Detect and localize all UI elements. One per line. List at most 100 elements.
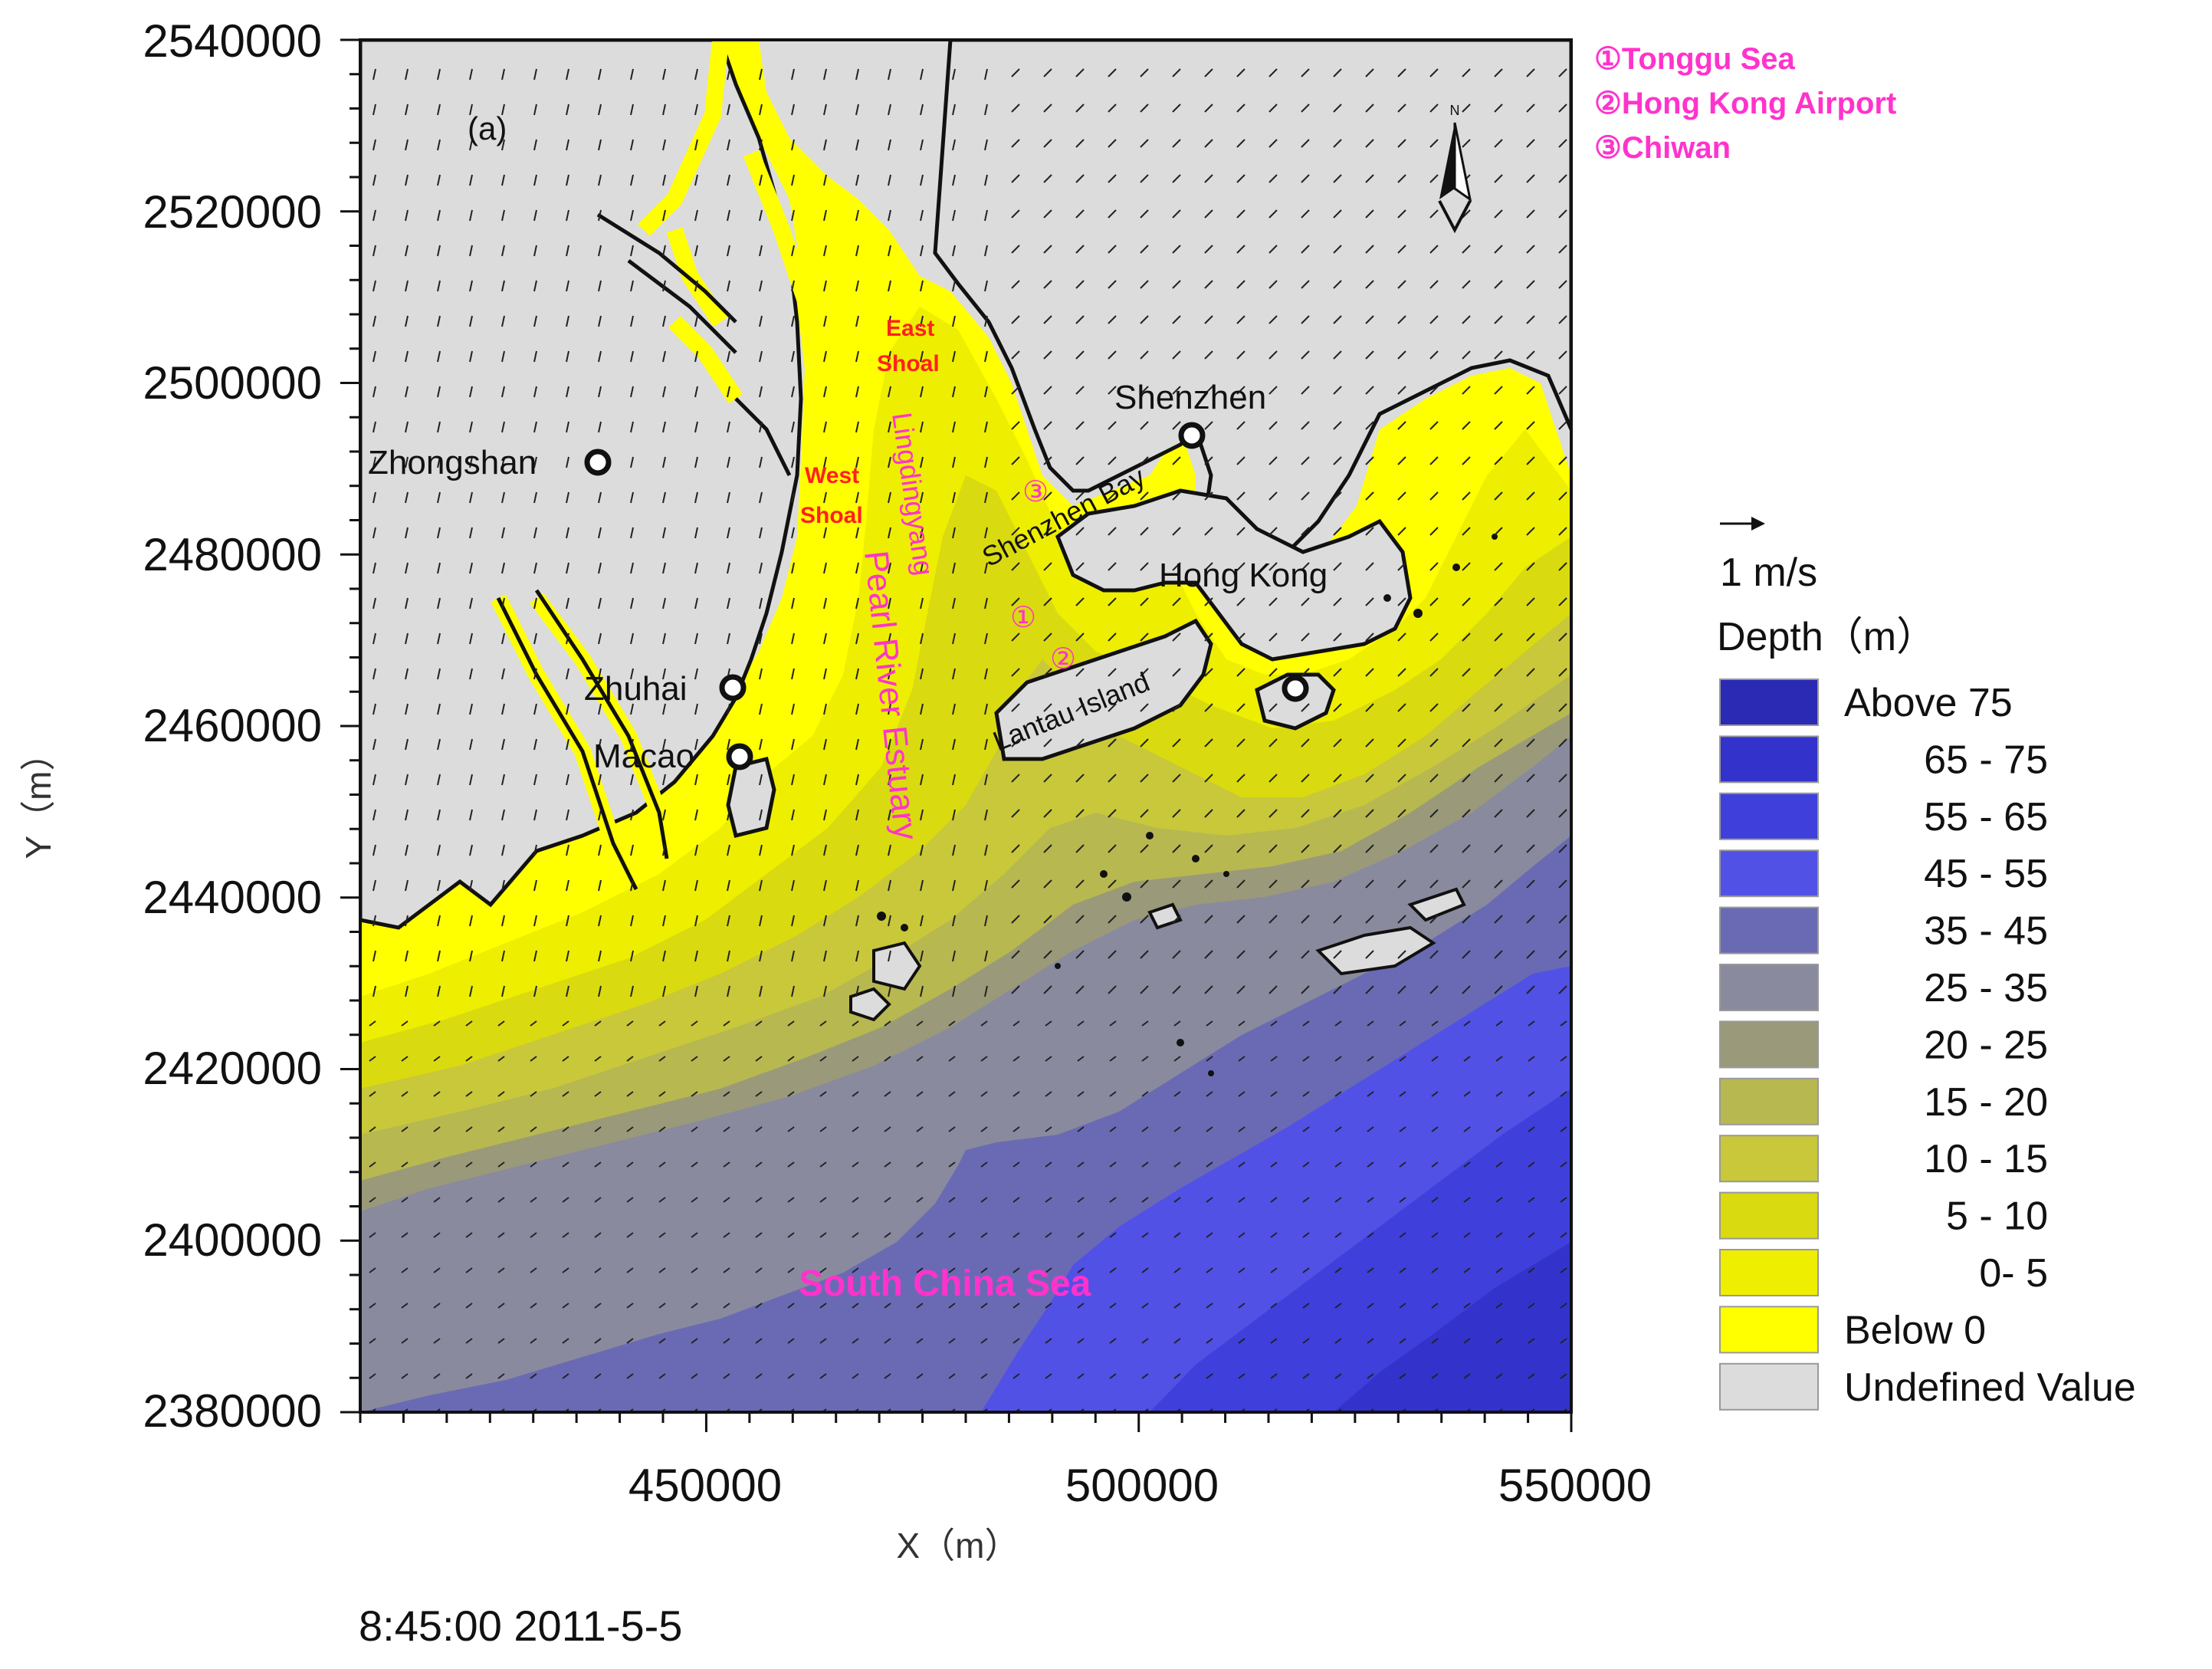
velocity-vector bbox=[855, 68, 859, 80]
velocity-vector bbox=[948, 1161, 956, 1168]
velocity-vector bbox=[791, 527, 795, 539]
velocity-vector bbox=[1108, 703, 1117, 712]
velocity-vector bbox=[1043, 315, 1052, 324]
velocity-vector bbox=[920, 174, 924, 186]
velocity-vector bbox=[727, 985, 730, 997]
velocity-vector bbox=[888, 879, 891, 892]
velocity-vector bbox=[658, 1126, 666, 1132]
velocity-vector bbox=[855, 632, 859, 645]
velocity-vector bbox=[630, 915, 634, 927]
velocity-vector bbox=[1495, 1267, 1503, 1273]
velocity-vector bbox=[952, 774, 956, 786]
velocity-vector bbox=[1301, 774, 1310, 783]
velocity-vector bbox=[598, 350, 602, 363]
velocity-vector bbox=[1236, 103, 1245, 113]
velocity-vector bbox=[562, 1232, 569, 1238]
velocity-vector bbox=[501, 774, 505, 786]
velocity-vector bbox=[1236, 139, 1245, 148]
velocity-vector bbox=[819, 1126, 827, 1132]
velocity-vector bbox=[1301, 103, 1310, 113]
velocity-vector bbox=[1172, 103, 1181, 113]
velocity-vector bbox=[1268, 950, 1278, 959]
velocity-vector bbox=[1429, 421, 1439, 430]
velocity-vector bbox=[1011, 68, 1020, 77]
velocity-vector bbox=[1077, 1373, 1085, 1379]
velocity-vector bbox=[1560, 1091, 1567, 1097]
velocity-vector bbox=[1301, 280, 1310, 289]
velocity-vector bbox=[759, 774, 763, 786]
velocity-vector bbox=[1011, 139, 1020, 148]
velocity-vector bbox=[1431, 1091, 1439, 1097]
velocity-vector bbox=[888, 386, 891, 398]
velocity-vector bbox=[626, 1020, 634, 1027]
velocity-vector bbox=[1301, 738, 1310, 747]
velocity-vector bbox=[855, 139, 859, 151]
velocity-vector bbox=[501, 386, 505, 398]
velocity-vector bbox=[1560, 1267, 1567, 1273]
velocity-vector bbox=[1206, 1373, 1213, 1379]
velocity-vector bbox=[691, 1197, 698, 1203]
velocity-vector bbox=[405, 562, 409, 574]
velocity-vector bbox=[916, 1373, 924, 1379]
velocity-vector bbox=[694, 174, 698, 186]
velocity-vector bbox=[1172, 456, 1181, 465]
y-tick-label: 2520000 bbox=[143, 186, 322, 238]
velocity-vector bbox=[852, 1267, 859, 1273]
velocity-vector bbox=[1429, 245, 1439, 254]
velocity-vector bbox=[1462, 491, 1471, 501]
velocity-vector bbox=[1075, 597, 1085, 606]
velocity-vector bbox=[855, 915, 859, 927]
velocity-vector bbox=[727, 421, 730, 433]
velocity-vector bbox=[759, 738, 763, 751]
velocity-vector bbox=[1204, 280, 1213, 289]
velocity-vector bbox=[1172, 597, 1181, 606]
velocity-vector bbox=[1558, 950, 1567, 959]
velocity-vector bbox=[916, 1126, 924, 1132]
velocity-vector bbox=[1236, 632, 1245, 642]
velocity-vector bbox=[791, 844, 795, 856]
velocity-vector bbox=[1494, 421, 1503, 430]
velocity-vector bbox=[1204, 844, 1213, 853]
velocity-vector bbox=[1268, 350, 1278, 360]
velocity-vector bbox=[855, 597, 859, 609]
velocity-vector bbox=[1075, 915, 1085, 924]
velocity-vector bbox=[1172, 527, 1181, 536]
velocity-vector bbox=[1558, 315, 1567, 324]
velocity-vector bbox=[662, 315, 666, 327]
velocity-vector bbox=[888, 491, 891, 504]
velocity-vector bbox=[437, 774, 441, 786]
velocity-vector bbox=[1236, 386, 1245, 395]
velocity-vector bbox=[1560, 1338, 1567, 1344]
velocity-vector bbox=[1462, 209, 1471, 218]
velocity-vector bbox=[984, 915, 988, 927]
velocity-vector bbox=[437, 315, 441, 327]
velocity-vector bbox=[1108, 491, 1117, 501]
velocity-vector bbox=[372, 491, 376, 504]
velocity-vector bbox=[755, 1056, 763, 1062]
velocity-vector bbox=[1204, 527, 1213, 536]
velocity-vector bbox=[920, 738, 924, 751]
velocity-vector bbox=[727, 139, 730, 151]
velocity-vector bbox=[1011, 774, 1020, 783]
velocity-vector bbox=[759, 315, 763, 327]
velocity-vector bbox=[1206, 1126, 1213, 1132]
velocity-vector bbox=[1077, 1197, 1085, 1203]
velocity-vector bbox=[1429, 103, 1439, 113]
velocity-vector bbox=[1431, 1267, 1439, 1273]
velocity-vector bbox=[1204, 632, 1213, 642]
velocity-vector bbox=[755, 1338, 763, 1344]
velocity-vector bbox=[888, 774, 891, 786]
velocity-vector bbox=[1204, 245, 1213, 254]
velocity-vector bbox=[694, 245, 698, 257]
velocity-vector bbox=[1011, 597, 1020, 606]
velocity-vector bbox=[984, 809, 988, 821]
velocity-vector bbox=[1075, 386, 1085, 395]
velocity-vector bbox=[920, 632, 924, 645]
velocity-vector bbox=[694, 280, 698, 292]
velocity-vector bbox=[952, 562, 956, 574]
velocity-vector bbox=[1333, 774, 1342, 783]
y-tick-label: 2380000 bbox=[143, 1385, 322, 1437]
velocity-vector bbox=[1108, 879, 1117, 889]
velocity-vector bbox=[791, 879, 795, 892]
velocity-vector bbox=[1528, 1197, 1535, 1203]
